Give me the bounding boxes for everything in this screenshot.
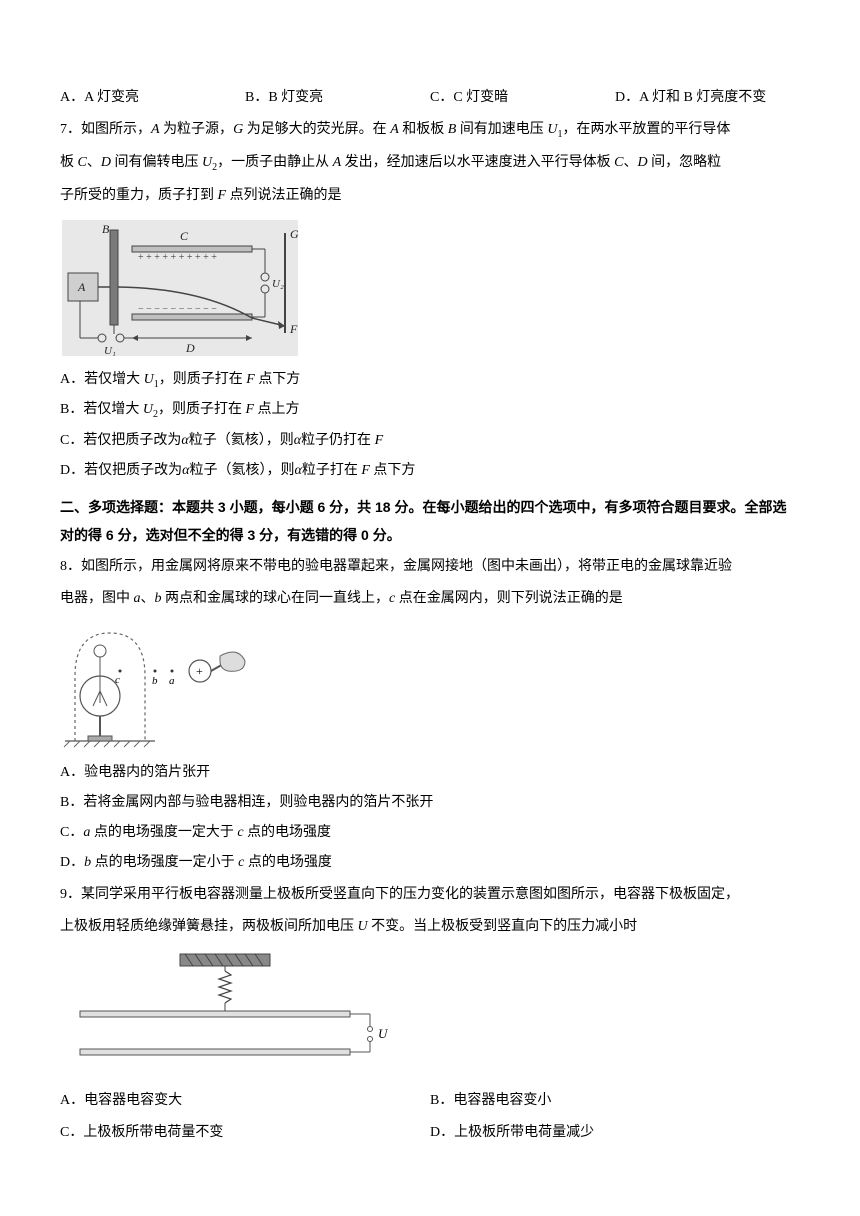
svg-text:F: F	[289, 322, 298, 336]
q7-stem-l3: 子所受的重力，质子打到 F 点列说法正确的是	[60, 182, 800, 210]
svg-text:c: c	[115, 674, 120, 686]
svg-text:D: D	[185, 341, 195, 355]
q9-figure: U	[60, 949, 800, 1079]
q9-option-b: B．电容器电容变小	[430, 1087, 800, 1115]
q6-option-d: D．A 灯和 B 灯亮度不变	[615, 84, 800, 112]
svg-text:− − − − − − − − − −: − − − − − − − − − −	[138, 304, 217, 315]
q7-stem-l2: 板 C、D 间有偏转电压 U2，一质子由静止从 A 发出，经加速后以水平速度进入…	[60, 149, 800, 178]
q9-options-row2: C．上极板所带电荷量不变 D．上极板所带电荷量减少	[60, 1119, 800, 1147]
svg-text:+: +	[196, 664, 203, 678]
q8-stem-l1: 8．如图所示，用金属网将原来不带电的验电器罩起来，金属网接地（图中未画出），将带…	[60, 553, 800, 581]
svg-text:A: A	[77, 280, 86, 294]
svg-text:a: a	[169, 675, 175, 687]
q8-option-c: C．a 点的电场强度一定大于 c 点的电场强度	[60, 819, 800, 847]
svg-text:U₁: U₁	[104, 345, 116, 357]
q7-option-a: A．若仅增大 U1，则质子打在 F 点下方	[60, 366, 800, 395]
svg-text:C: C	[180, 229, 189, 243]
q7-option-b: B．若仅增大 U2，则质子打在 F 点上方	[60, 396, 800, 425]
section-2-header: 二、多项选择题：本题共 3 小题，每小题 6 分，共 18 分。在每小题给出的四…	[60, 493, 800, 549]
q9-option-a: A．电容器电容变大	[60, 1087, 430, 1115]
svg-text:+ + + + + + + + + +: + + + + + + + + + +	[138, 252, 217, 263]
q8-option-d: D．b 点的电场强度一定小于 c 点的电场强度	[60, 849, 800, 877]
q6-option-b: B．B 灯变亮	[245, 84, 430, 112]
q9-options-row1: A．电容器电容变大 B．电容器电容变小	[60, 1087, 800, 1115]
q8-option-b: B．若将金属网内部与验电器相连，则验电器内的箔片不张开	[60, 789, 800, 817]
q9-stem-l2: 上极板用轻质绝缘弹簧悬挂，两极板间所加电压 U 不变。当上极板受到竖直向下的压力…	[60, 913, 800, 941]
q7-option-c: C．若仅把质子改为α粒子（氦核），则α粒子仍打在 F	[60, 427, 800, 455]
q8-option-a: A．验电器内的箔片张开	[60, 759, 800, 787]
svg-text:b: b	[152, 675, 158, 687]
q9-stem-l1: 9．某同学采用平行板电容器测量上极板所受竖直向下的压力变化的装置示意图如图所示，…	[60, 881, 800, 909]
q6-option-a: A．A 灯变亮	[60, 84, 245, 112]
q8-figure: c b a +	[60, 621, 800, 751]
svg-text:B: B	[102, 222, 110, 236]
q9-option-c: C．上极板所带电荷量不变	[60, 1119, 430, 1147]
q7-option-d: D．若仅把质子改为α粒子（氦核），则α粒子打在 F 点下方	[60, 457, 800, 485]
q7-stem: 7．如图所示，A 为粒子源，G 为足够大的荧光屏。在 A 和板板 B 间有加速电…	[60, 116, 800, 145]
svg-text:G: G	[290, 227, 299, 241]
svg-text:U₂: U₂	[272, 278, 284, 290]
q7-figure: B A U₁ C + + + + + + + + + + − − − − − −…	[60, 218, 800, 358]
svg-text:U: U	[378, 1026, 389, 1041]
q6-option-c: C．C 灯变暗	[430, 84, 615, 112]
q6-options: A．A 灯变亮 B．B 灯变亮 C．C 灯变暗 D．A 灯和 B 灯亮度不变	[60, 84, 800, 112]
q8-stem-l2: 电器，图中 a、b 两点和金属球的球心在同一直线上，c 点在金属网内，则下列说法…	[60, 585, 800, 613]
q9-option-d: D．上极板所带电荷量减少	[430, 1119, 800, 1147]
